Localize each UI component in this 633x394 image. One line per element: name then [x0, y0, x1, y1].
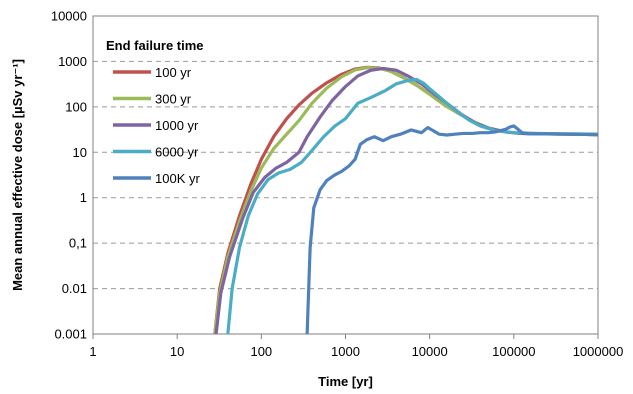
x-tick-label: 100000 [492, 344, 535, 359]
y-tick-label: 10000 [51, 9, 87, 24]
gridlines [93, 60, 598, 290]
y-tick-label: 0,1 [69, 236, 87, 251]
y-axis-title: Mean annual effective dose [µSv yr⁻¹] [10, 59, 25, 291]
y-tick-label: 100 [65, 99, 87, 114]
x-tick-labels: 1 10 100 1000 10000 100000 1000000 [89, 334, 623, 359]
y-tick-label: 0.001 [54, 327, 87, 342]
legend-label: 100 yr [155, 65, 192, 80]
legend-label: 100K yr [155, 171, 200, 186]
x-tick-label: 100 [250, 344, 272, 359]
x-tick-label: 1 [89, 344, 96, 359]
legend: End failure time 100 yr 300 yr 1000 yr 6000… [106, 38, 204, 186]
x-tick-label: 1000 [331, 344, 360, 359]
x-tick-label: 10000 [412, 344, 448, 359]
series-lines [213, 65, 598, 334]
x-axis-title: Time [yr] [318, 374, 373, 389]
legend-label: 1000 yr [155, 118, 199, 133]
series-line-1 [213, 65, 598, 334]
x-tick-label: 1000000 [573, 344, 624, 359]
legend-label: 6000 yr [155, 145, 199, 160]
series-line-3 [214, 66, 598, 334]
y-tick-label: 1000 [58, 54, 87, 69]
series-line-2 [213, 66, 598, 334]
x-tick-label: 10 [170, 344, 184, 359]
series-line-4 [226, 77, 598, 334]
series-line-5 [305, 124, 598, 334]
y-tick-label: 1 [80, 190, 87, 205]
legend-title: End failure time [106, 38, 204, 53]
y-tick-labels: 0.001 0.01 0,1 1 10 100 1000 10000 [51, 9, 87, 342]
y-tick-label: 0.01 [62, 281, 87, 296]
y-tick-label: 10 [73, 145, 87, 160]
legend-label: 300 yr [155, 92, 192, 107]
